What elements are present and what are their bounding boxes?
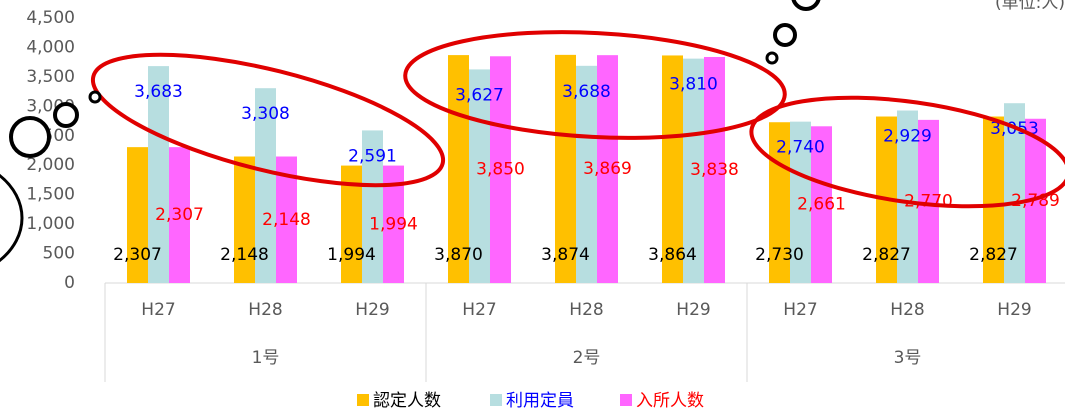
highlight-ellipse: [403, 30, 787, 140]
data-label: 3,810: [669, 75, 718, 95]
bar: [255, 88, 276, 283]
y-tick-label: 4,500: [26, 8, 75, 28]
y-tick-label: 3,500: [26, 67, 75, 87]
bar: [576, 65, 597, 283]
x-tick-label: H29: [355, 300, 389, 320]
data-label: 1,994: [327, 245, 376, 265]
legend-swatch: [357, 394, 369, 406]
x-tick-label: H28: [890, 300, 924, 320]
bar: [234, 156, 255, 283]
bar: [597, 55, 618, 283]
bar: [383, 165, 404, 283]
bar: [662, 55, 683, 283]
data-label: 3,870: [434, 245, 483, 265]
bar: [1004, 103, 1025, 283]
bar: [555, 54, 576, 284]
highlight-ellipse: [90, 52, 446, 188]
data-label: 2,148: [262, 210, 311, 230]
data-label: 3,683: [134, 82, 183, 102]
x-tick-label: H28: [569, 300, 603, 320]
data-label: 3,864: [648, 245, 697, 265]
y-tick-label: 4,000: [26, 37, 75, 57]
data-label: 2,827: [969, 245, 1018, 265]
bar: [897, 110, 918, 284]
data-label: 2,307: [155, 205, 204, 225]
data-label: 2,661: [797, 195, 846, 215]
data-label: 3,869: [583, 159, 632, 179]
y-tick-label: 2,000: [26, 155, 75, 175]
bar: [704, 56, 725, 284]
bar: [918, 119, 939, 283]
bar: [683, 58, 704, 284]
y-tick-label: 1,500: [26, 185, 75, 205]
data-label: 2,730: [755, 245, 804, 265]
data-label: 2,929: [883, 127, 932, 147]
data-label: 2,148: [220, 245, 269, 265]
bubble-circle: [0, 173, 24, 263]
bar: [127, 147, 148, 283]
data-label: 3,838: [690, 160, 739, 180]
data-label: 3,627: [455, 85, 504, 105]
group-label: 1号: [252, 348, 280, 368]
bar: [276, 156, 297, 283]
bar: [341, 165, 362, 283]
bar: [148, 66, 169, 284]
bar: [490, 56, 511, 284]
legend-label: 利用定員: [506, 391, 574, 411]
bar: [1025, 118, 1046, 284]
x-tick-label: H27: [462, 300, 496, 320]
legend-swatch: [620, 394, 632, 406]
x-tick-label: H27: [783, 300, 817, 320]
bubble-circle: [9, 116, 51, 158]
data-label: 2,591: [348, 146, 397, 166]
data-label: 2,307: [113, 245, 162, 265]
bar: [983, 116, 1004, 283]
bubble-circle: [53, 102, 79, 128]
data-label: 2,740: [776, 138, 825, 158]
y-tick-label: 1,000: [26, 214, 75, 234]
highlight-ellipse: [749, 95, 1065, 209]
data-label: 3,850: [476, 160, 525, 180]
legend-label: 認定人数: [373, 391, 441, 411]
x-tick-label: H27: [141, 300, 175, 320]
group-label: 2号: [573, 348, 601, 368]
annotations: [0, 0, 1065, 263]
data-label: 3,308: [241, 104, 290, 124]
data-label: 3,874: [541, 245, 590, 265]
bar: [362, 130, 383, 283]
y-tick-label: 0: [64, 273, 75, 293]
x-tick-label: H29: [997, 300, 1031, 320]
x-tick-label: H28: [248, 300, 282, 320]
data-label: 3,688: [562, 82, 611, 102]
x-tick-label: H29: [676, 300, 710, 320]
legend-swatch: [490, 394, 502, 406]
data-label: 2,827: [862, 245, 911, 265]
bubble-circle: [765, 51, 779, 65]
legend-label: 入所人数: [636, 391, 704, 411]
bubble-circle: [88, 90, 102, 104]
unit-label: (単位:人): [995, 0, 1065, 13]
group-label: 3号: [894, 348, 922, 368]
bubble-circle: [791, 0, 821, 11]
data-label: 1,994: [369, 214, 418, 234]
bubble-circle: [773, 23, 797, 47]
bar: [169, 147, 190, 283]
y-tick-label: 500: [43, 244, 75, 264]
bar: [790, 121, 811, 284]
bar: [811, 126, 832, 284]
